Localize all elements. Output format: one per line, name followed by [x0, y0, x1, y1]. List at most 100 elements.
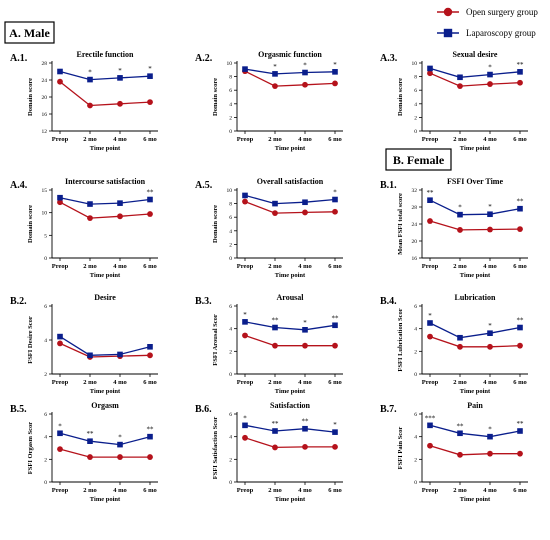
point-lap-b-7: [427, 422, 433, 429]
y-tick-label-b-7: 2: [414, 457, 417, 463]
point-open-b-6: [332, 443, 338, 450]
x-axis-label-b-2: Time point: [90, 388, 121, 395]
y-tick-label-b-3: 0: [229, 372, 232, 378]
x-axis-label-b-6: Time point: [275, 496, 306, 503]
y-tick-label-b-4: 4: [414, 327, 417, 333]
x-tick-label-a-5: 2 mo: [268, 263, 282, 270]
point-open-b-1: [427, 218, 433, 224]
point-lap-a-5: [242, 192, 248, 199]
y-tick-label-a-1: 16: [42, 112, 48, 118]
point-lap-a-3: [487, 71, 493, 78]
y-axis-label-a-2: Domain score: [212, 78, 219, 116]
point-open-b-3: [302, 342, 308, 349]
x-tick-label-b-3: Preop: [237, 379, 254, 386]
point-lap-a-2: [242, 66, 248, 72]
y-tick-label-b-2: 6: [44, 304, 47, 310]
panel-title-a-1: Erectile function: [77, 50, 135, 59]
y-axis-label-a-3: Domain score: [397, 78, 404, 116]
significance-marker-b-6: *: [243, 414, 247, 422]
panel-id-b-6: B.6.: [195, 404, 212, 415]
significance-marker-a-3: **: [517, 61, 525, 69]
panel-b-3: B.3. Arousal 0 2 4 6 Preop 2 mo 4 mo 6 mo Time poi…: [195, 293, 343, 395]
series-line-open-a-5: [244, 200, 336, 214]
point-lap-a-4: [147, 196, 153, 203]
point-lap-b-2: [57, 333, 63, 340]
point-open-b-4: [457, 343, 463, 350]
section-male-label: A. Male: [9, 26, 50, 40]
series-line-lap-a-1: [59, 70, 151, 81]
panel-a-5: A.5. Overall satisfaction 0 2 4 6 8 10 Preop 2 mo…: [195, 177, 343, 279]
point-open-a-1: [117, 100, 123, 107]
y-tick-label-b-6: 4: [229, 435, 232, 441]
point-open-a-4: [57, 199, 63, 206]
y-tick-label-b-2: 4: [44, 338, 47, 344]
point-open-b-5: [57, 446, 63, 453]
y-tick-label-a-2: 8: [229, 75, 232, 81]
legend: Open surgery group Laparoscopy group: [437, 7, 538, 38]
point-lap-a-4: [87, 201, 93, 207]
point-open-b-5: [87, 454, 93, 460]
panel-title-a-4: Intercourse satisfaction: [65, 177, 146, 186]
series-line-open-a-3: [429, 72, 521, 87]
section-male: A. Male: [4, 21, 55, 44]
y-tick-label-b-7: 4: [414, 435, 417, 441]
panel-id-a-5: A.5.: [195, 180, 213, 191]
point-lap-b-1: [487, 211, 493, 218]
point-lap-b-6: [332, 429, 338, 435]
series-line-lap-a-5: [244, 194, 336, 205]
significance-marker-b-3: *: [243, 311, 247, 319]
x-tick-label-a-3: Preop: [422, 136, 439, 143]
x-tick-label-b-7: 6 mo: [513, 487, 527, 494]
panel-title-b-4: Lubrication: [455, 293, 496, 302]
panel-b-5: B.5. Orgasm 0 2 4 6 Preop 2 mo 4 mo 6 mo Time poin…: [10, 401, 158, 503]
point-open-b-4: [427, 333, 433, 340]
point-lap-a-1: [87, 76, 93, 83]
series-line-open-a-1: [59, 81, 151, 107]
y-tick-label-b-6: 2: [229, 457, 232, 463]
x-tick-label-b-2: Preop: [52, 379, 69, 386]
y-tick-label-a-5: 4: [229, 229, 232, 235]
series-line-lap-b-2: [59, 336, 151, 356]
point-open-b-7: [427, 442, 433, 449]
legend-lap-label: Laparoscopy group: [466, 28, 536, 38]
y-tick-label-a-3: 8: [414, 75, 417, 81]
x-tick-label-b-1: Preop: [422, 263, 439, 270]
significance-marker-a-1: *: [88, 69, 92, 77]
point-lap-b-5: [147, 433, 153, 440]
significance-marker-b-1: *: [488, 203, 492, 211]
y-tick-label-a-2: 6: [229, 88, 232, 94]
y-tick-label-b-3: 2: [229, 349, 232, 355]
point-lap-b-7: [517, 428, 523, 434]
x-tick-label-b-2: 6 mo: [143, 379, 157, 386]
x-tick-label-b-7: 2 mo: [453, 487, 467, 494]
point-open-b-2: [147, 352, 153, 359]
y-tick-label-a-1: 12: [42, 129, 48, 135]
y-axis-label-b-5: FSFI Orgasm Scor: [27, 422, 34, 474]
x-tick-label-b-1: 4 mo: [483, 263, 497, 270]
y-tick-label-a-4: 15: [42, 188, 48, 194]
point-open-a-3: [427, 70, 433, 77]
series-line-lap-b-1: [429, 199, 521, 216]
significance-marker-a-1: *: [148, 65, 152, 73]
point-open-a-1: [87, 102, 93, 109]
significance-marker-b-5: **: [147, 426, 155, 434]
x-tick-label-a-3: 6 mo: [513, 136, 527, 143]
point-lap-a-2: [302, 69, 308, 76]
significance-marker-b-6: *: [333, 421, 337, 429]
significance-marker-a-1: *: [118, 67, 122, 75]
x-tick-label-b-5: 2 mo: [83, 487, 97, 494]
panel-title-a-3: Sexual desire: [453, 50, 498, 59]
series-line-lap-b-3: [244, 321, 336, 331]
point-open-b-3: [272, 342, 278, 349]
series-line-lap-b-7: [429, 424, 521, 438]
y-tick-label-a-2: 2: [229, 115, 232, 121]
point-lap-b-4: [427, 320, 433, 326]
legend-open-label: Open surgery group: [466, 7, 538, 17]
point-open-b-6: [242, 434, 248, 441]
significance-marker-b-4: *: [428, 312, 432, 320]
y-tick-label-a-4: 5: [44, 233, 47, 239]
point-open-a-3: [457, 83, 463, 90]
y-tick-label-b-7: 0: [414, 480, 417, 486]
x-tick-label-a-4: 2 mo: [83, 263, 97, 270]
